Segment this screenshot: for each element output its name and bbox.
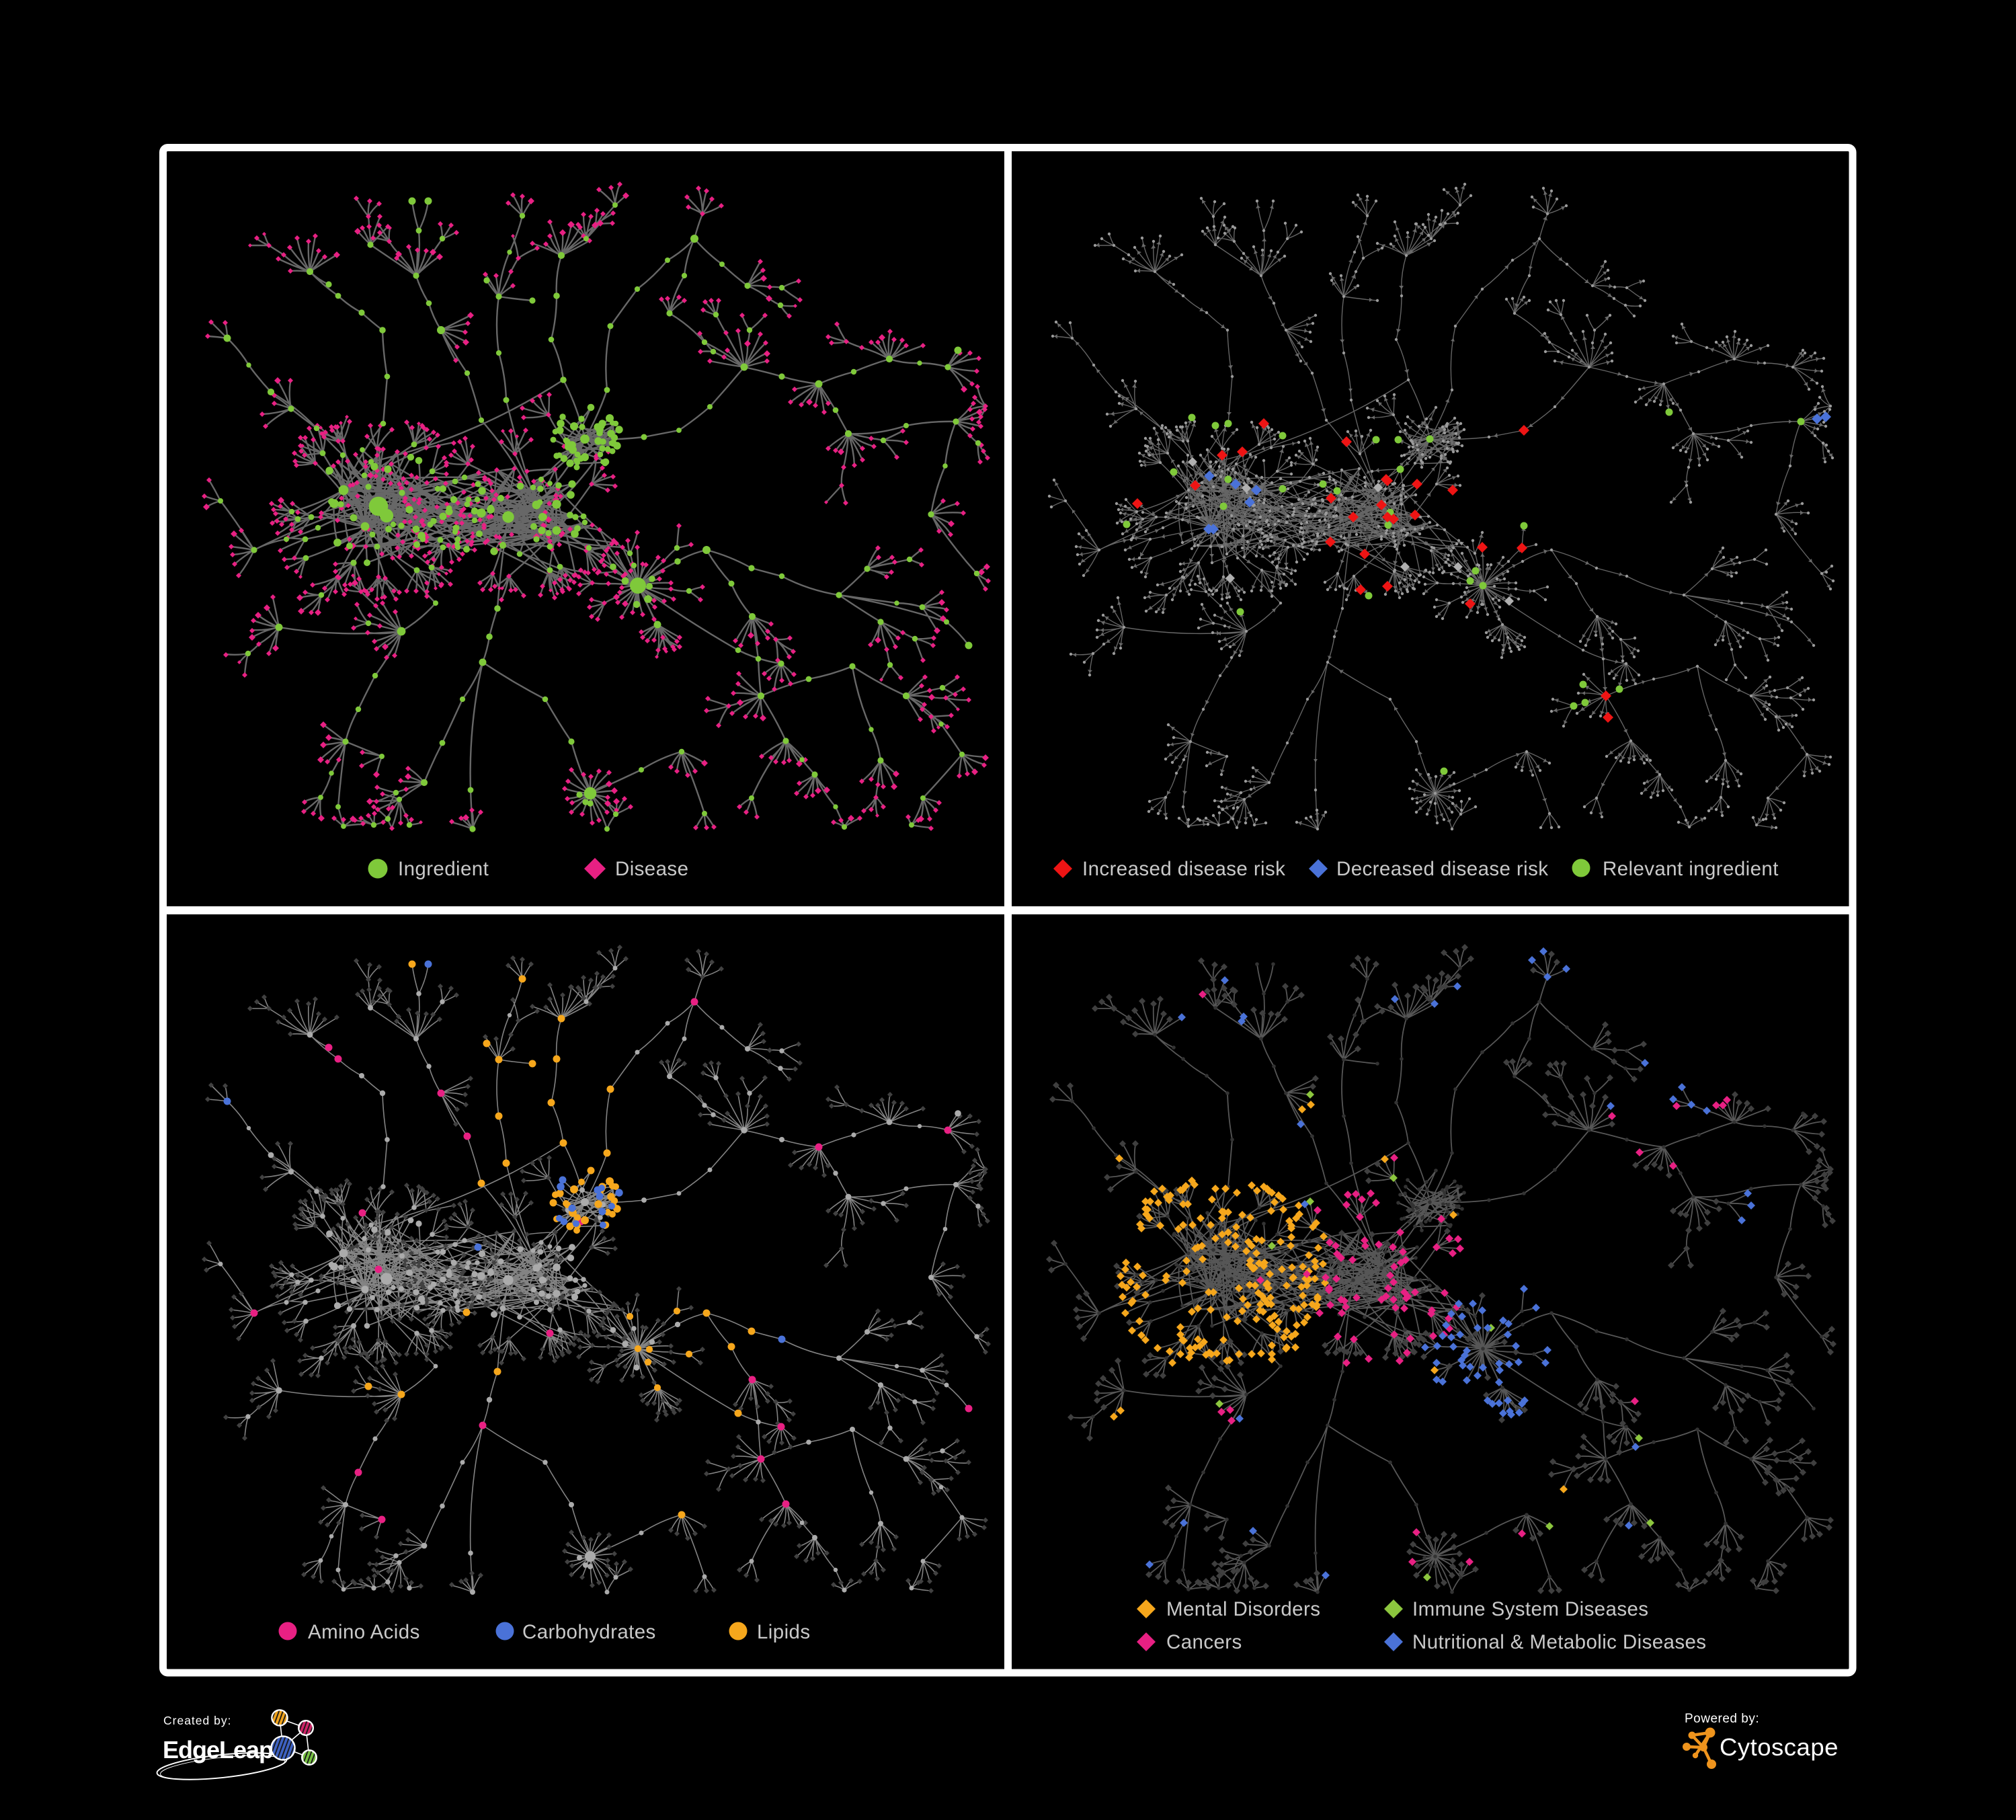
svg-text:Increased disease risk: Increased disease risk <box>1082 858 1285 880</box>
svg-text:Lipids: Lipids <box>757 1621 810 1643</box>
svg-text:Ingredient: Ingredient <box>398 858 489 880</box>
svg-text:Created by:: Created by: <box>163 1714 231 1727</box>
svg-text:Nutritional & Metabolic Diseas: Nutritional & Metabolic Diseases <box>1412 1631 1706 1653</box>
svg-text:Immune System Diseases: Immune System Diseases <box>1412 1598 1648 1620</box>
svg-text:Carbohydrates: Carbohydrates <box>522 1621 656 1643</box>
svg-text:Mental Disorders: Mental Disorders <box>1166 1598 1320 1620</box>
svg-text:Amino Acids: Amino Acids <box>308 1621 420 1643</box>
svg-text:Decreased disease risk: Decreased disease risk <box>1336 858 1548 880</box>
svg-text:Powered by:: Powered by: <box>1685 1712 1759 1726</box>
svg-text:EdgeLeap: EdgeLeap <box>163 1736 273 1764</box>
svg-text:Relevant ingredient: Relevant ingredient <box>1603 858 1779 880</box>
svg-text:Cancers: Cancers <box>1166 1631 1242 1653</box>
svg-text:Cytoscape: Cytoscape <box>1720 1733 1839 1761</box>
svg-text:Disease: Disease <box>615 858 688 880</box>
